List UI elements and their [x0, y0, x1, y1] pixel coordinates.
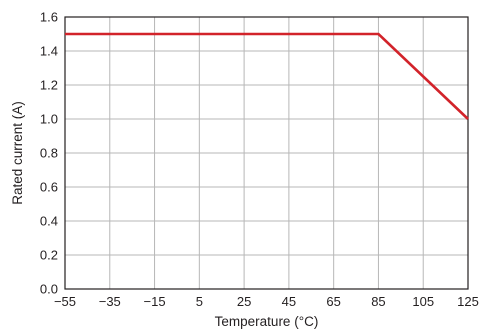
x-tick-label: 85 [371, 294, 385, 309]
x-tick-label: −55 [54, 294, 76, 309]
y-tick-label: 1.2 [40, 78, 58, 93]
y-tick-label: 0.4 [40, 214, 58, 229]
x-tick-label: 125 [457, 294, 479, 309]
y-tick-label: 0.6 [40, 180, 58, 195]
x-tick-label: 25 [237, 294, 251, 309]
x-tick-labels: −55 −35 −15 5 25 45 65 85 105 125 [54, 294, 479, 309]
x-tick-label: 45 [282, 294, 296, 309]
x-axis-title: Temperature (°C) [215, 314, 319, 329]
y-tick-label: 1.4 [40, 44, 58, 59]
series-group [65, 32, 469, 120]
y-tick-label: 0.8 [40, 146, 58, 161]
plot-frame [64, 16, 469, 290]
grid [64, 16, 469, 290]
y-tick-label: 1.0 [40, 112, 58, 127]
series-line [65, 32, 469, 120]
y-axis-title: Rated current (A) [10, 101, 25, 205]
y-tick-labels: 0.0 0.2 0.4 0.6 0.8 1.0 1.2 1.4 1.6 [40, 10, 58, 297]
x-tick-label: −15 [144, 294, 166, 309]
x-tick-label: −35 [99, 294, 121, 309]
x-tick-label: 65 [326, 294, 340, 309]
x-tick-label: 5 [196, 294, 203, 309]
y-tick-label: 0.0 [40, 282, 58, 297]
y-tick-label: 0.2 [40, 248, 58, 263]
x-tick-label: 105 [412, 294, 434, 309]
y-tick-label: 1.6 [40, 10, 58, 25]
